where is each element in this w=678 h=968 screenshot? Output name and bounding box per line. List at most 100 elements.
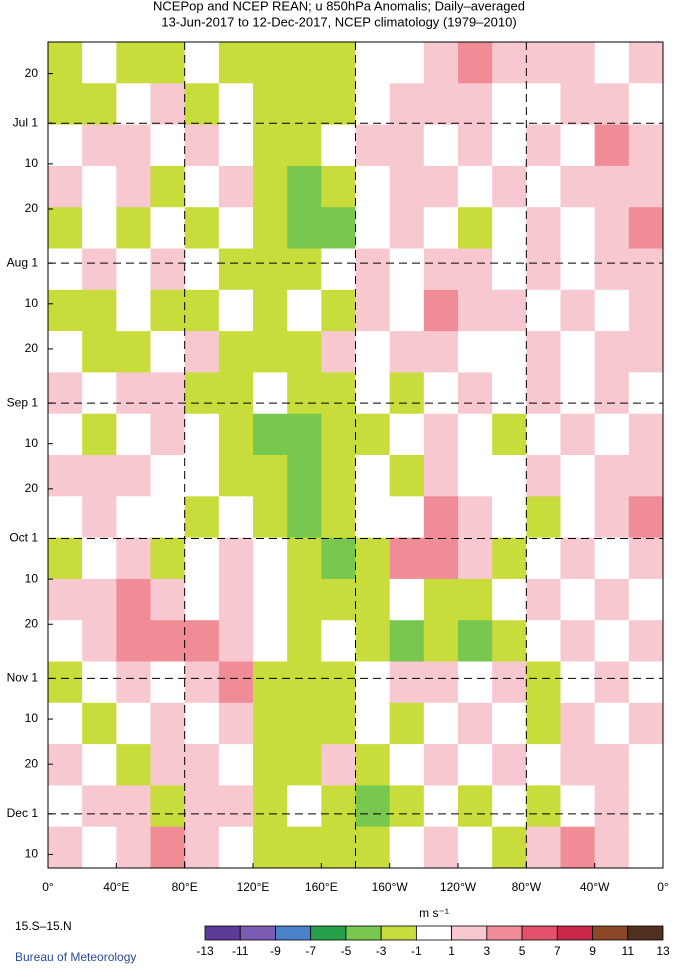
cell: [560, 744, 596, 786]
cell: [492, 165, 527, 208]
cell: [184, 83, 220, 126]
cell: [48, 826, 83, 869]
cell: [287, 248, 322, 291]
cell: [560, 826, 596, 869]
cell: [389, 661, 425, 704]
cell: [287, 124, 322, 167]
cell: [423, 165, 459, 208]
cell: [48, 83, 83, 126]
cell: [287, 372, 322, 415]
cell: [355, 785, 391, 828]
cell: [423, 289, 459, 332]
cell: [253, 785, 288, 828]
cell: [628, 165, 664, 208]
cell: [423, 455, 459, 497]
cell: [628, 661, 664, 704]
cell: [218, 331, 254, 373]
cell: [184, 826, 220, 869]
cell: [184, 289, 220, 332]
cell: [253, 207, 288, 249]
cell: [184, 413, 220, 456]
cell: [458, 207, 493, 249]
cell: [287, 744, 322, 786]
cell: [218, 42, 254, 84]
cell: [150, 785, 186, 828]
cell: [150, 702, 186, 745]
cell: [218, 289, 254, 332]
cell: [184, 248, 220, 291]
cell: [287, 413, 322, 456]
cell: [458, 83, 493, 126]
cell: [150, 289, 186, 332]
cell: [389, 578, 425, 621]
cell: [355, 248, 391, 291]
cell: [628, 413, 664, 456]
colorbar-tick-label: -13: [196, 944, 214, 958]
cell: [82, 372, 117, 415]
cell: [594, 289, 630, 332]
cell: [321, 207, 356, 249]
cell: [355, 661, 391, 704]
cell: [389, 702, 425, 745]
cell: [628, 826, 664, 869]
cell: [321, 83, 356, 126]
cell: [594, 620, 630, 662]
cell: [389, 744, 425, 786]
cell: [492, 248, 527, 291]
cell: [355, 496, 391, 539]
cell: [253, 496, 288, 539]
cell: [389, 413, 425, 456]
cell: [594, 165, 630, 208]
cell: [150, 207, 186, 249]
cell: [184, 744, 220, 786]
cell: [355, 702, 391, 745]
cell: [82, 413, 117, 456]
cell: [82, 165, 117, 208]
cell: [184, 620, 220, 662]
cell: [82, 455, 117, 497]
y-tick-label: Aug 1: [7, 255, 39, 269]
cell: [423, 785, 459, 828]
cell: [628, 83, 664, 126]
cell: [116, 372, 151, 415]
cell: [560, 661, 596, 704]
cell: [492, 42, 527, 84]
cell: [389, 455, 425, 497]
cell: [116, 620, 151, 662]
y-tick-label: 20: [25, 616, 39, 630]
cell: [116, 661, 151, 704]
cell: [423, 83, 459, 126]
cell: [628, 248, 664, 291]
cell: [423, 124, 459, 167]
cell: [321, 455, 356, 497]
cell: [628, 331, 664, 373]
cell: [560, 537, 596, 580]
cell: [560, 455, 596, 497]
colorbar-tick-label: 5: [519, 944, 526, 958]
cell: [355, 83, 391, 126]
cell: [287, 537, 322, 580]
cell: [150, 124, 186, 167]
cell: [594, 83, 630, 126]
cell: [82, 578, 117, 621]
cell: [458, 165, 493, 208]
cell: [218, 826, 254, 869]
cell: [594, 661, 630, 704]
x-tick-label: 80°E: [172, 880, 198, 894]
cell: [560, 83, 596, 126]
cell: [526, 207, 561, 249]
y-tick-label: 10: [25, 156, 39, 170]
cell: [218, 537, 254, 580]
cell: [253, 620, 288, 662]
region-label: 15.S–15.N: [15, 919, 72, 933]
cell: [116, 578, 151, 621]
cell: [560, 496, 596, 539]
cell: [560, 289, 596, 332]
cell: [116, 785, 151, 828]
colorbar-tick-label: 7: [554, 944, 561, 958]
cell: [253, 83, 288, 126]
cell: [184, 537, 220, 580]
cell: [321, 165, 356, 208]
x-tick-label: 40°E: [103, 880, 129, 894]
